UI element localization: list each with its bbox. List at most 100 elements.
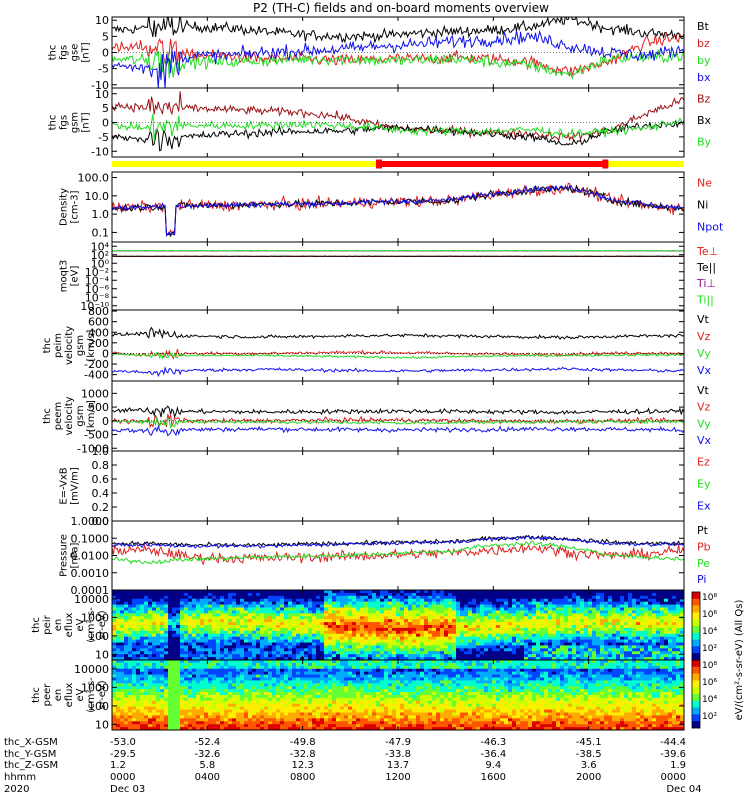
spectrogram-cell xyxy=(504,610,509,614)
spectrogram-cell xyxy=(620,639,625,643)
spectrogram-cell xyxy=(164,604,169,608)
spectrogram-cell xyxy=(448,590,453,594)
spectrogram-cell xyxy=(296,662,301,667)
spectrogram-cell xyxy=(584,590,589,594)
spectrogram-cell xyxy=(124,622,129,626)
spectrogram-cell xyxy=(644,619,649,623)
y-tick-label: 5 xyxy=(102,102,109,115)
spectrogram-cell xyxy=(184,724,189,728)
spectrogram-cell xyxy=(416,595,421,600)
spectrogram-cell xyxy=(660,633,665,637)
spectrogram-cell xyxy=(452,633,457,637)
spectrogram-cell xyxy=(256,709,261,713)
spectrogram-cell xyxy=(144,619,149,623)
spectrogram-cell xyxy=(216,613,221,617)
spectrogram-cell xyxy=(552,619,557,623)
spectrogram-cell xyxy=(296,645,301,649)
spectrogram-cell xyxy=(132,627,137,632)
spectrogram-cell xyxy=(140,613,145,617)
spectrogram-cell xyxy=(360,648,365,652)
spectrogram-cell xyxy=(168,651,173,655)
spectrogram-cell xyxy=(480,622,485,626)
spectrogram-cell xyxy=(304,610,309,614)
spectrogram-cell xyxy=(364,651,369,655)
spectrogram-cell xyxy=(500,607,505,611)
spectrogram-cell xyxy=(480,636,485,640)
spectrogram-cell xyxy=(168,674,173,678)
y-tick-label: 5 xyxy=(102,30,109,43)
spectrogram-cell xyxy=(220,668,225,672)
spectrogram-cell xyxy=(236,712,241,716)
spectrogram-cell xyxy=(556,590,561,594)
spectrogram-cell xyxy=(644,648,649,652)
spectrogram-cell xyxy=(240,715,245,719)
spectrogram-cell xyxy=(304,662,309,667)
spectrogram-cell xyxy=(236,590,241,594)
spectrogram-cell xyxy=(364,604,369,608)
panel-frame xyxy=(111,241,685,311)
spectrogram-cell xyxy=(216,619,221,623)
spectrogram-cell xyxy=(112,648,117,652)
spectrogram-cell xyxy=(256,680,261,684)
spectrogram-cell xyxy=(176,718,181,722)
spectrogram-cell xyxy=(188,627,193,632)
spectrogram-cell xyxy=(372,648,377,652)
spectrogram-cell xyxy=(292,700,297,705)
spectrogram-cell xyxy=(316,648,321,652)
spectrogram-cell xyxy=(576,595,581,600)
spectrogram-cell xyxy=(388,601,393,605)
spectrogram-cell xyxy=(220,706,225,710)
spectrogram-cell xyxy=(208,660,213,664)
spectrogram-cell xyxy=(260,689,265,693)
spectrogram-cell xyxy=(476,619,481,623)
legend-fgs_gse: Bt xyxy=(697,20,710,33)
spectrogram-cell xyxy=(520,598,525,602)
spectrogram-cell xyxy=(428,601,433,605)
spectrogram-cell xyxy=(216,674,221,678)
spectrogram-cell xyxy=(464,625,469,629)
spectrogram-cell xyxy=(300,683,305,687)
spectrogram-cell xyxy=(680,651,684,655)
spectrogram-cell xyxy=(244,700,249,705)
spectrogram-cell xyxy=(296,712,301,716)
spectrogram-cell xyxy=(192,610,197,614)
spectrogram-cell xyxy=(384,633,389,637)
spectrogram-cell xyxy=(528,601,533,605)
spectrogram-cell xyxy=(444,657,449,660)
spectrogram-cell xyxy=(564,625,569,629)
spectrogram-cell xyxy=(264,636,269,640)
spectrogram-cell xyxy=(144,715,149,719)
legend-peim_velocity: Vx xyxy=(697,364,712,377)
spectrogram-cell xyxy=(340,592,345,597)
spectrogram-cell xyxy=(256,662,261,667)
spectrogram-cell xyxy=(372,610,377,614)
spectrogram-cell xyxy=(228,619,233,623)
spectrogram-cell xyxy=(568,590,573,594)
spectrogram-cell xyxy=(592,636,597,640)
spectrogram-cell xyxy=(672,654,677,658)
spectrogram-cell xyxy=(160,715,165,719)
spectrogram-cell xyxy=(668,601,673,605)
y-tick-label: 0.1000 xyxy=(71,532,110,545)
spectrogram-cell xyxy=(292,674,297,678)
spectrogram-cell xyxy=(584,622,589,626)
spectrogram-cell xyxy=(416,592,421,597)
spectrogram-cell xyxy=(424,592,429,597)
spectrogram-cell xyxy=(532,648,537,652)
spectrogram-cell xyxy=(512,622,517,626)
spectrogram-cell xyxy=(320,595,325,600)
spectrogram-cell xyxy=(520,595,525,600)
spectrogram-cell xyxy=(488,654,493,658)
y-tick-label: 1000 xyxy=(81,611,109,624)
spectrogram-cell xyxy=(284,680,289,684)
spectrogram-cell xyxy=(388,619,393,623)
spectrogram-cell xyxy=(600,645,605,649)
spectrogram-cell xyxy=(252,654,257,658)
spectrogram-cell xyxy=(136,662,141,667)
spectrogram-cell xyxy=(148,651,153,655)
spectrogram-cell xyxy=(404,601,409,605)
spectrogram-cell xyxy=(240,712,245,716)
spectrogram-cell xyxy=(184,601,189,605)
spectrogram-cell xyxy=(440,651,445,655)
spectrogram-cell xyxy=(252,657,257,660)
